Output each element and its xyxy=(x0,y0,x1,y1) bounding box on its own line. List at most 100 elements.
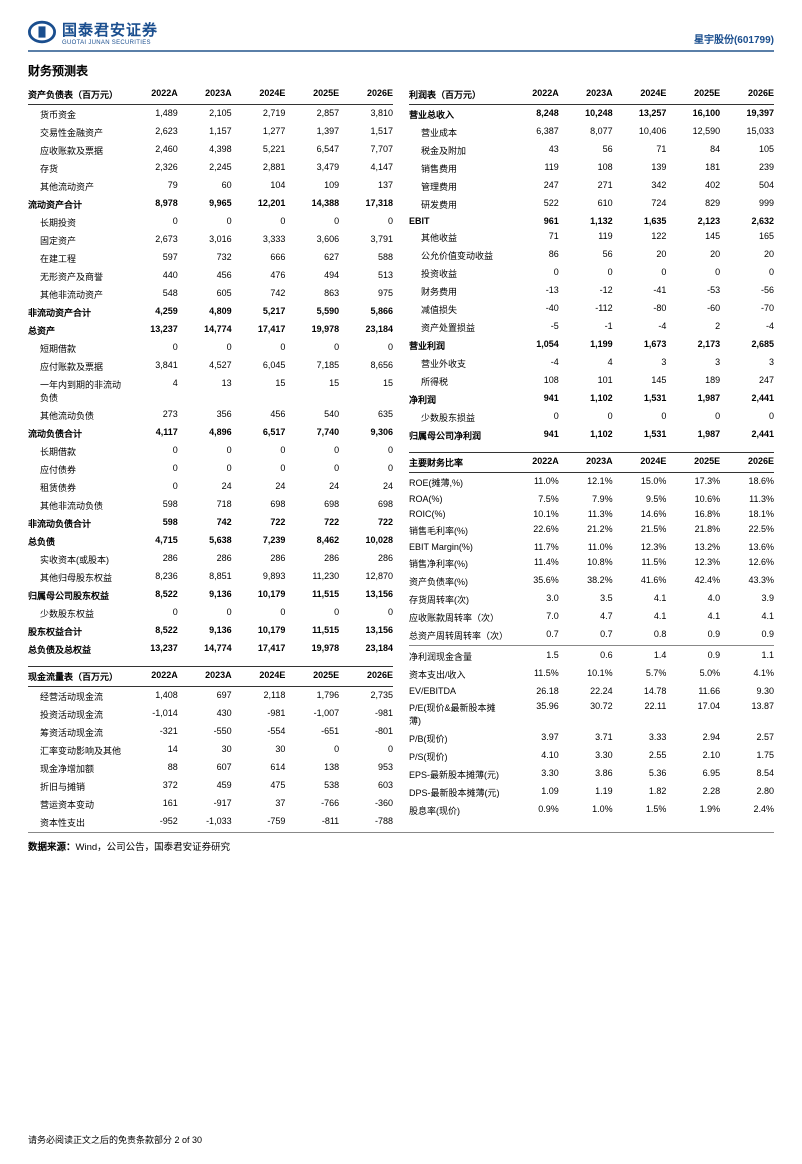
cell-value: 0.7 xyxy=(505,629,559,642)
cell-value: 0 xyxy=(720,267,774,280)
cell-value: 104 xyxy=(232,180,286,193)
cell-value: 698 xyxy=(232,499,286,512)
cell-value: 342 xyxy=(613,180,667,193)
cell-value: 139 xyxy=(613,162,667,175)
table-row: 折旧与摊销372459475538603 xyxy=(28,777,393,795)
cell-value: 138 xyxy=(285,762,339,775)
cell-value: 4 xyxy=(124,378,178,404)
cell-value: 18.1% xyxy=(720,509,774,519)
cell-value: 5.7% xyxy=(613,668,667,681)
table-row: 投资活动现金流-1,014430-981-1,007-981 xyxy=(28,705,393,723)
row-label: 资本性支出 xyxy=(28,816,124,829)
cell-value: 961 xyxy=(505,216,559,226)
cell-value: 440 xyxy=(124,270,178,283)
cell-value: 12.3% xyxy=(666,557,720,570)
cell-value: 181 xyxy=(666,162,720,175)
row-label: 总资产 xyxy=(28,324,124,337)
cell-value: 8,522 xyxy=(124,589,178,602)
cell-value: 698 xyxy=(285,499,339,512)
year-header: 2023A xyxy=(178,88,232,101)
cell-value: -12 xyxy=(559,285,613,298)
cell-value: 4 xyxy=(559,357,613,370)
cell-value: 0 xyxy=(666,411,720,424)
cell-value: 7.9% xyxy=(559,494,613,504)
cell-value: 4,259 xyxy=(124,306,178,319)
cell-value: 30.72 xyxy=(559,701,613,727)
cell-value: 607 xyxy=(178,762,232,775)
cell-value: 459 xyxy=(178,780,232,793)
cell-value: 11,230 xyxy=(285,571,339,584)
cell-value: 953 xyxy=(339,762,393,775)
table-row: 其他非流动负债598718698698698 xyxy=(28,496,393,514)
cell-value: 456 xyxy=(178,270,232,283)
cell-value: 273 xyxy=(124,409,178,422)
cell-value: 7.5% xyxy=(505,494,559,504)
cell-value: 7,707 xyxy=(339,144,393,157)
table-row: 所得税108101145189247 xyxy=(409,372,774,390)
cell-value: 2,673 xyxy=(124,234,178,247)
cell-value: 10.1% xyxy=(505,509,559,519)
table-row: 总负债4,7155,6387,2398,46210,028 xyxy=(28,532,393,550)
cell-value: 402 xyxy=(666,180,720,193)
cell-value: 24 xyxy=(178,481,232,494)
logo: 国泰君安证券 GUOTAI JUNAN SECURITIES xyxy=(28,18,158,46)
cell-value: 456 xyxy=(232,409,286,422)
cell-value: 3.97 xyxy=(505,732,559,745)
cell-value: 2.4% xyxy=(720,804,774,817)
cell-value: -4 xyxy=(505,357,559,370)
table-row: 存货周转率(次)3.03.54.14.03.9 xyxy=(409,590,774,608)
table-row: 经营活动现金流1,4086972,1181,7962,735 xyxy=(28,687,393,705)
cell-value: 941 xyxy=(505,393,559,406)
cell-value: -1 xyxy=(559,321,613,334)
cell-value: 598 xyxy=(124,499,178,512)
cell-value: 2,245 xyxy=(178,162,232,175)
cell-value: 4.1 xyxy=(666,611,720,624)
cell-value: 1,531 xyxy=(613,393,667,406)
row-label: 减值损失 xyxy=(409,303,505,316)
table-row: 其他收益71119122145165 xyxy=(409,228,774,246)
cell-value: 1,987 xyxy=(666,429,720,442)
cell-value: 1,132 xyxy=(559,216,613,226)
row-label: 营运资本变动 xyxy=(28,798,124,811)
cell-value: 7,239 xyxy=(232,535,286,548)
cell-value: 108 xyxy=(505,375,559,388)
cell-value: 2.10 xyxy=(666,750,720,763)
cell-value: 11.3% xyxy=(559,509,613,519)
cell-value: 1.4 xyxy=(613,650,667,663)
table-row: P/E(现价&最新股本摊薄)35.9630.7222.1117.0413.87 xyxy=(409,698,774,729)
cell-value: -1,007 xyxy=(285,708,339,721)
cell-value: -4 xyxy=(720,321,774,334)
row-label: 无形资产及商誉 xyxy=(28,270,124,283)
cell-value: 145 xyxy=(613,375,667,388)
row-label: 归属母公司股东权益 xyxy=(28,589,124,602)
cell-value: 19,397 xyxy=(720,108,774,121)
cell-value: 11.3% xyxy=(720,494,774,504)
cell-value: -80 xyxy=(613,303,667,316)
left-column: 资产负债表（百万元）2022A2023A2024E2025E2026E货币资金1… xyxy=(28,85,393,831)
table-row: 资产处置损益-5-1-42-4 xyxy=(409,318,774,336)
cell-value: 119 xyxy=(505,162,559,175)
cell-value: 0 xyxy=(559,411,613,424)
cell-value: 0 xyxy=(613,267,667,280)
row-label: ROIC(%) xyxy=(409,509,505,519)
cell-value: 2.57 xyxy=(720,732,774,745)
cell-value: 513 xyxy=(339,270,393,283)
cell-value: 12.6% xyxy=(720,557,774,570)
cell-value: 1,054 xyxy=(505,339,559,352)
cell-value: 0 xyxy=(505,411,559,424)
cell-value: 165 xyxy=(720,231,774,244)
cell-value: 0 xyxy=(720,411,774,424)
cell-value: 247 xyxy=(720,375,774,388)
row-label: 营业利润 xyxy=(409,339,505,352)
cell-value: 43.3% xyxy=(720,575,774,588)
cell-value: 30 xyxy=(232,744,286,757)
table-row: 应付债券00000 xyxy=(28,460,393,478)
table-row: 销售毛利率(%)22.6%21.2%21.5%21.8%22.5% xyxy=(409,521,774,539)
cell-value: 137 xyxy=(339,180,393,193)
cell-value: 14.78 xyxy=(613,686,667,696)
cell-value: 0 xyxy=(285,445,339,458)
cell-value: 122 xyxy=(613,231,667,244)
cell-value: 2,441 xyxy=(720,393,774,406)
table-row: 营业利润1,0541,1991,6732,1732,685 xyxy=(409,336,774,354)
table-row: 总资产13,23714,77417,41719,97823,184 xyxy=(28,321,393,339)
